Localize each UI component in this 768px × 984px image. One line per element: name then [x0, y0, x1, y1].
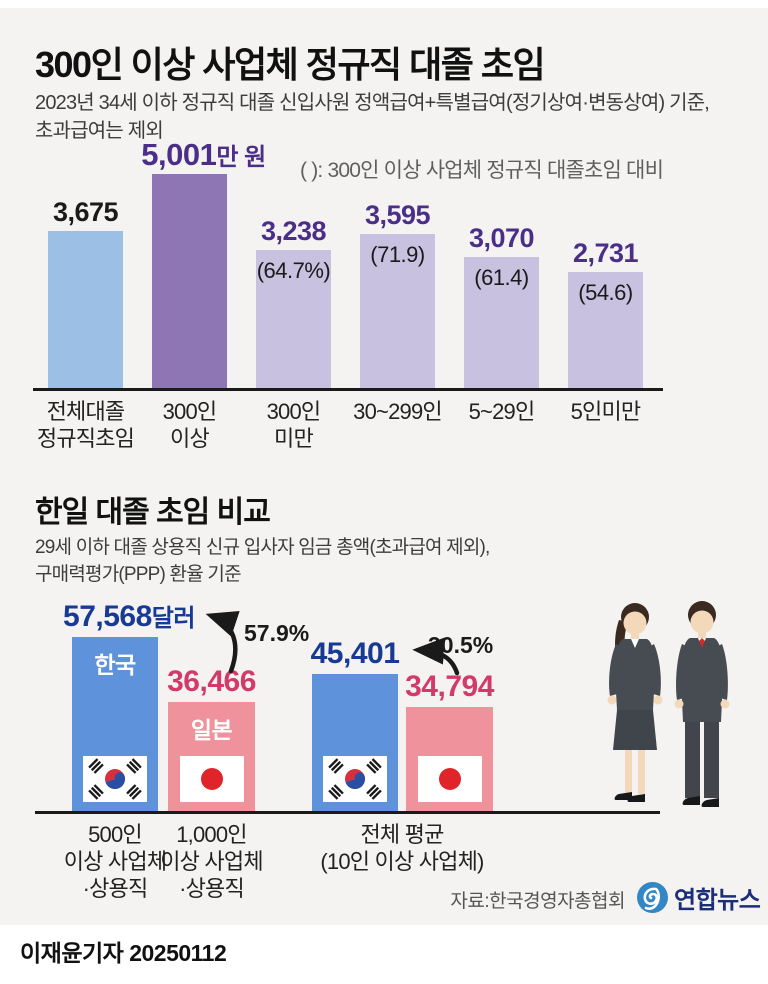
- chart2-bar-korea-2: [312, 674, 398, 813]
- chart1-value-number: 3,070: [468, 223, 535, 253]
- chart1-category-1: 300인 이상: [162, 399, 218, 453]
- bar-chart-korea-japan: 57,568달러 한국 36,466 일본 45,401 34,794 500인 이상 사업체…: [0, 560, 768, 902]
- chart1-category-line: 미만: [274, 425, 314, 451]
- chart2-category-1: 1,000인 이상 사업체 ·상용직: [160, 822, 263, 902]
- chart1-subtitle-line1: 2023년 34세 이하 정규직 대졸 신입사원 정액급여+특별급여(정기상여·…: [35, 92, 710, 114]
- chart2-subtitle-line1: 29세 이하 대졸 상용직 신규 입사자 임금 총액(초과급여 제외),: [35, 537, 490, 558]
- chart2-value-number: 34,794: [405, 670, 494, 703]
- chart2-category-line: ·상용직: [179, 875, 245, 901]
- chart1-category-line: 300인: [266, 399, 322, 424]
- man-figure: [674, 601, 730, 807]
- chart1-category-line: 300인: [162, 399, 218, 424]
- chart2-value-1: 36,466: [167, 667, 256, 697]
- chart2-title: 한일 대졸 초임 비교: [35, 496, 271, 529]
- gap-label-1: 57.9%: [244, 620, 310, 646]
- chart1-value-0: 3,675: [52, 197, 119, 227]
- chart2-bar-japan-1: [168, 702, 255, 813]
- japan-flag-icon: [179, 756, 244, 802]
- chart2-value-number: 57,568: [63, 600, 152, 633]
- chart2-value-3: 34,794: [405, 672, 494, 702]
- chart2-bar-korea-0: [72, 637, 158, 813]
- chart1-bar-0: [48, 231, 123, 389]
- chart1-category-line: 전체대졸: [46, 399, 126, 424]
- chart2-value-unit: 달러: [151, 605, 196, 632]
- chart1-subtitle-line2: 초과급여는 제외: [35, 120, 164, 142]
- chart1-value-number: 3,675: [52, 197, 119, 227]
- chart2-value-0: 57,568달러: [63, 602, 195, 632]
- chart2-category-line: 1,000인: [176, 822, 247, 847]
- chart1-value-number: 2,731: [572, 238, 639, 268]
- chart1-category-line: 5~29인: [468, 399, 536, 424]
- chart1-bar-2: [256, 250, 331, 389]
- chart1-category-line: 30~299인: [353, 399, 442, 424]
- chart1-value-1: 5,001만 원: [141, 137, 266, 172]
- chart1-value-unit: 만 원: [216, 144, 266, 171]
- chart1-bar-3: [360, 234, 435, 389]
- korea-flag-icon: [83, 756, 147, 802]
- chart2-category-line: 전체 평균: [360, 822, 444, 847]
- chart2-category-0: 500인 이상 사업체 ·상용직: [64, 822, 167, 902]
- chart1-value-4: 3,070: [468, 223, 535, 253]
- chart2-category-line: ·상용직: [82, 875, 149, 901]
- chart2-category-line: (10인 이상 사업체): [320, 848, 484, 874]
- chart1-value-number: 3,595: [364, 200, 431, 230]
- chart1-category-2: 300인 미만: [266, 399, 322, 453]
- byline: 이재윤기자 20250112: [20, 934, 227, 968]
- bar-chart-starting-salary: 3,675 전체대졸 정규직초임 5,001만 원 300인 이상 3,238 (64.7%)…: [0, 0, 768, 470]
- korea-flag-icon: [323, 756, 387, 802]
- korea-flag: [83, 756, 147, 802]
- agency-logo: 연합뉴스: [636, 880, 761, 915]
- chart2-category-line: 500인: [88, 822, 143, 847]
- chart1-bar-5: [568, 272, 643, 389]
- reporter-name: 이재윤기자: [20, 940, 124, 966]
- chart1-value-5: 2,731: [572, 238, 639, 268]
- chart2-country-label-1: 일본: [190, 717, 233, 743]
- japan-flag: [417, 756, 482, 802]
- chart1-ratio-5: (54.6): [578, 280, 633, 305]
- japan-flag: [179, 756, 244, 802]
- chart1-note: ( ): 300인 이상 사업체 정규직 대졸초임 대비: [300, 159, 664, 182]
- chart1-category-line: 정규직초임: [36, 425, 135, 451]
- chart1-category-line: 5인미만: [570, 399, 642, 424]
- chart2-axis-line: [35, 811, 660, 814]
- chart2-bar-japan-3: [406, 707, 493, 813]
- chart2-value-number: 36,466: [167, 665, 256, 698]
- korea-flag: [323, 756, 387, 802]
- gap-label-2: 30.5%: [428, 632, 494, 658]
- source-label: 자료:한국경영자총협회: [450, 891, 625, 912]
- chart1-category-line: 이상: [170, 425, 210, 451]
- business-people-illustration: [607, 601, 730, 807]
- chart1-category-3: 30~299인: [353, 399, 442, 426]
- chart2-subtitle-line2: 구매력평가(PPP) 환율 기준: [35, 564, 242, 585]
- chart1-ratio-2: (64.7%): [256, 258, 331, 283]
- chart1-ratio-4: (61.4): [474, 265, 529, 290]
- chart1-ratio-3: (71.9): [370, 242, 425, 267]
- chart2-country-label-0: 한국: [94, 652, 136, 678]
- chart1-value-number: 5,001: [141, 137, 217, 172]
- chart1-value-3: 3,595: [364, 200, 431, 230]
- woman-figure: [607, 603, 663, 802]
- chart1-value-number: 3,238: [260, 216, 327, 246]
- japan-flag-icon: [417, 756, 482, 802]
- chart1-bar-1: [152, 174, 227, 389]
- chart1-category-4: 5~29인: [468, 399, 536, 426]
- chart1-category-0: 전체대졸 정규직초임: [36, 399, 135, 453]
- chart2-value-2: 45,401: [311, 639, 400, 669]
- chart1-value-2: 3,238: [260, 216, 327, 246]
- chart1-category-5: 5인미만: [570, 399, 642, 426]
- chart2-category-line: 이상 사업체: [63, 848, 167, 874]
- yonhap-logo-icon: [637, 882, 668, 913]
- chart1-axis-line: [33, 388, 663, 391]
- chart2-value-number: 45,401: [310, 637, 400, 670]
- chart1-bar-4: [464, 257, 539, 389]
- chart2-category-line: 이상 사업체: [160, 848, 263, 874]
- agency-name: 연합뉴스: [674, 887, 761, 914]
- publish-date: 20250112: [129, 940, 227, 966]
- chart2-category-2: 전체 평균 (10인 이상 사업체): [320, 822, 484, 876]
- chart1-title: 300인 이상 사업체 정규직 대졸 초임: [35, 44, 546, 85]
